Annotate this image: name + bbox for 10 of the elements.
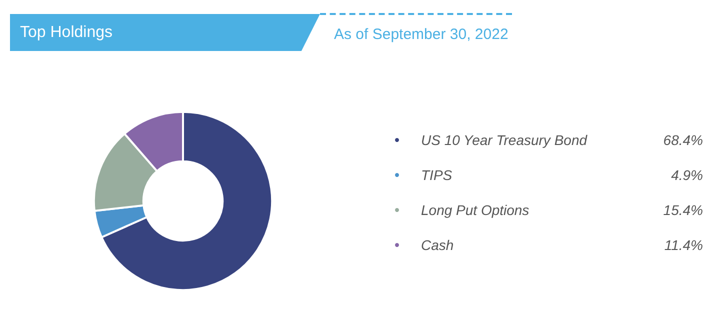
- legend-label: US 10 Year Treasury Bond: [421, 132, 588, 148]
- data-label: 4.9%: [671, 167, 703, 183]
- data-label: 15.4%: [663, 202, 703, 218]
- legend-label: TIPS: [421, 167, 453, 183]
- chart-title: Top Holdings: [10, 14, 320, 51]
- data-label: 68.4%: [663, 132, 703, 148]
- legend-label: Long Put Options: [421, 202, 530, 218]
- data-label: 11.4%: [664, 237, 703, 253]
- chart-subtitle: As of September 30, 2022: [334, 26, 508, 43]
- legend-label: Cash: [421, 237, 454, 253]
